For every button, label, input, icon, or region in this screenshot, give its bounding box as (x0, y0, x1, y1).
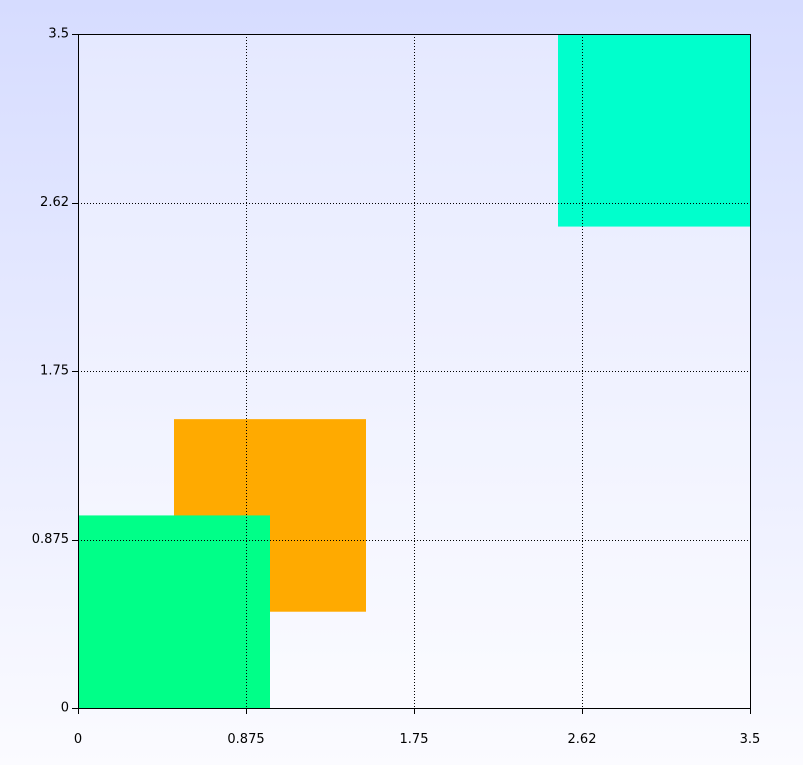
axis-layer (72, 34, 751, 714)
data-rect-3 (558, 34, 750, 227)
x-tick-label-2: 1.75 (400, 732, 429, 747)
x-tick-label-1: 0.875 (227, 732, 264, 747)
x-tick-label-0: 0 (74, 732, 82, 747)
y-tick-label-3: 2.62 (40, 195, 69, 210)
y-tick-label-2: 1.75 (40, 364, 69, 379)
data-rect-2 (78, 515, 270, 708)
y-tick-label-1: 0.875 (32, 532, 69, 547)
y-tick-label-4: 3.5 (48, 27, 69, 42)
rect-layer (78, 34, 750, 708)
x-tick-label-4: 3.5 (740, 732, 761, 747)
grid-layer (78, 34, 750, 708)
x-tick-label-3: 2.62 (568, 732, 597, 747)
y-tick-label-0: 0 (61, 701, 69, 716)
label-layer: 0 0.875 1.75 2.62 3.5 0 0.875 1.75 2.62 3.5 (32, 27, 761, 748)
